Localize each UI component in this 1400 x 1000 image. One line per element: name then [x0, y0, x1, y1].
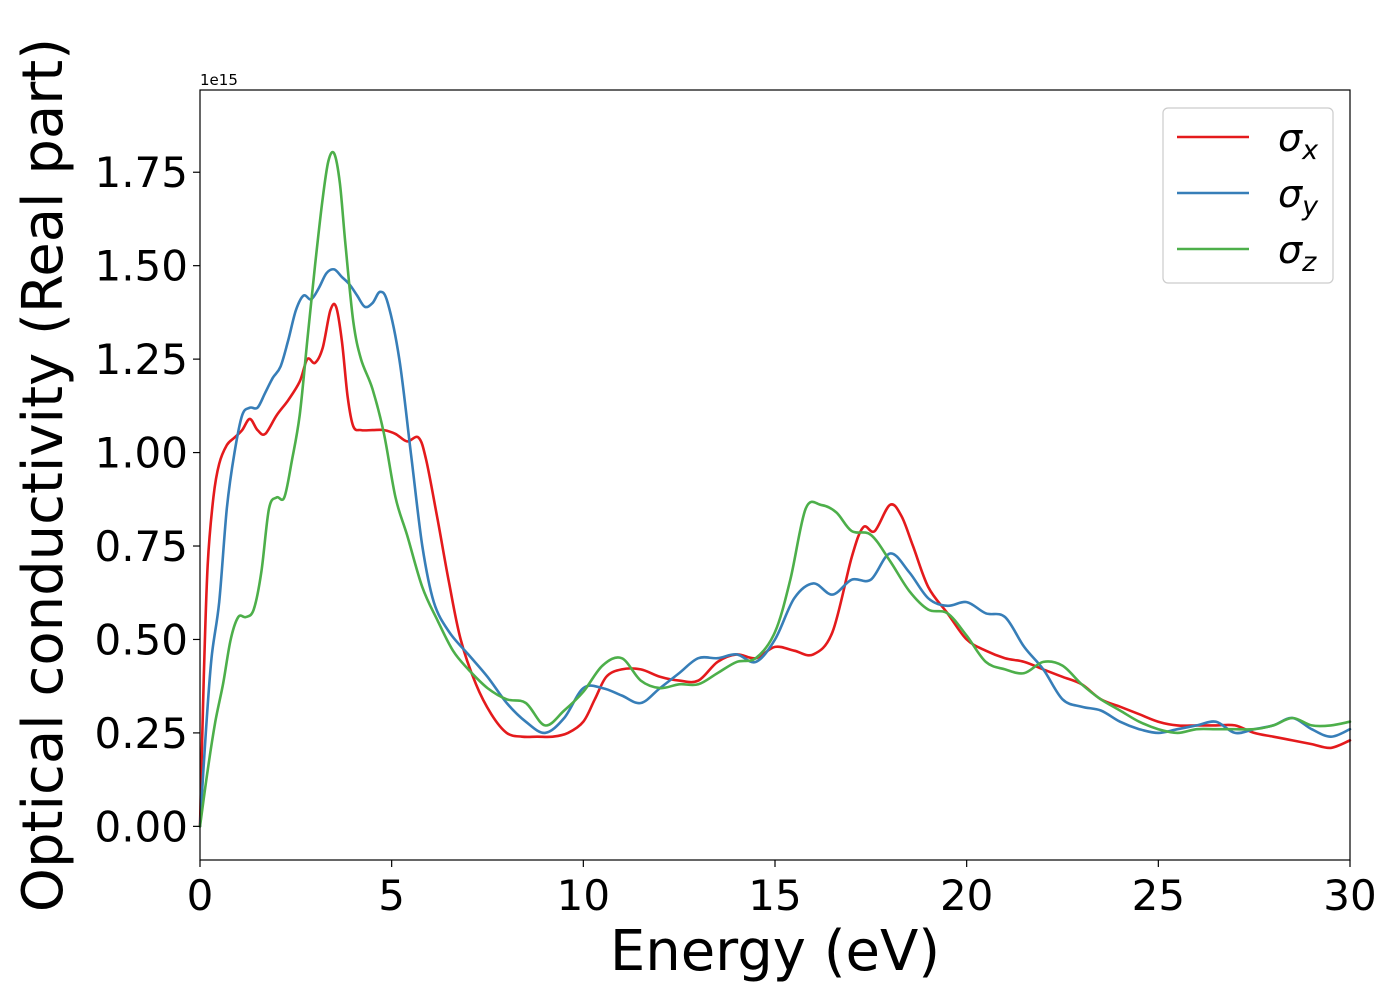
series-line-y [198, 267, 1352, 828]
x-tick-label: 20 [940, 871, 993, 920]
legend-subscript: y [1301, 191, 1319, 222]
x-tick-label: 25 [1132, 871, 1185, 920]
x-tick-label: 10 [557, 871, 610, 920]
y-tick-label: 1.25 [94, 335, 188, 384]
x-axis: 0 5 10 15 20 25 30 [187, 860, 1377, 920]
series-layer [198, 150, 1352, 828]
x-tick-label: 0 [187, 871, 214, 920]
y-tick-label: 0.50 [94, 615, 188, 664]
x-axis-label: Energy (eV) [610, 919, 940, 984]
x-tick-label: 15 [748, 871, 801, 920]
y-tick-label: 0.25 [94, 709, 188, 758]
y-tick-label: 0.75 [94, 522, 188, 571]
legend-subscript: x [1301, 135, 1319, 166]
legend-label-y: σy [1278, 172, 1319, 222]
y-tick-label: 1.50 [94, 242, 188, 291]
series-line-z [198, 150, 1352, 828]
legend-symbol: σ [1278, 116, 1304, 160]
y-axis: 0.00 0.25 0.50 0.75 1.00 1.25 1.50 1.75 [94, 148, 200, 851]
x-tick-label: 30 [1323, 871, 1376, 920]
y-offset-label: 1e15 [200, 71, 238, 89]
y-tick-label: 1.75 [94, 148, 188, 197]
legend-label-z: σz [1278, 228, 1317, 278]
y-axis-label: Optical conductivity (Real part) [11, 38, 76, 912]
x-tick-label: 5 [378, 871, 405, 920]
legend-label-x: σx [1278, 116, 1319, 166]
legend-symbol: σ [1278, 228, 1304, 272]
legend-subscript: z [1301, 247, 1317, 278]
y-tick-label: 0.00 [94, 802, 188, 851]
legend-frame [1162, 107, 1334, 284]
y-tick-label: 1.00 [94, 429, 188, 478]
legend-symbol: σ [1278, 172, 1304, 216]
